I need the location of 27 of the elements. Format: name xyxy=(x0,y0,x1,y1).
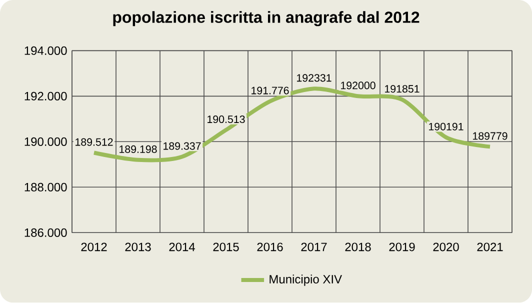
data-label: 190.513 xyxy=(208,116,245,124)
x-tick-label: 2020 xyxy=(433,242,459,252)
data-label: 191851 xyxy=(385,85,420,93)
y-tick-label: 186.000 xyxy=(24,228,67,238)
data-label: 189.512 xyxy=(76,138,113,146)
y-tick-label: 192.000 xyxy=(24,92,67,101)
data-label: 189.337 xyxy=(164,142,201,150)
data-label: 191.776 xyxy=(252,86,289,94)
x-tick-label: 2018 xyxy=(345,242,371,252)
legend-label: Municipio XIV xyxy=(270,274,342,286)
x-tick-label: 2014 xyxy=(169,242,195,252)
x-tick-label: 2013 xyxy=(125,242,151,252)
data-label: 192331 xyxy=(297,74,332,82)
y-tick-label: 188.000 xyxy=(24,183,67,192)
x-tick-label: 2012 xyxy=(81,242,107,252)
x-tick-label: 2016 xyxy=(257,242,283,252)
chart-title: popolazione iscritta in anagrafe dal 2012 xyxy=(113,11,420,26)
data-label: 189779 xyxy=(473,132,508,140)
x-tick-label: 2019 xyxy=(389,242,415,252)
data-label: 190191 xyxy=(429,123,464,131)
data-label: 189.198 xyxy=(120,146,157,154)
x-tick-label: 2017 xyxy=(301,242,327,252)
x-tick-label: 2015 xyxy=(213,242,239,252)
y-tick-label: 190.000 xyxy=(24,138,67,146)
x-tick-label: 2021 xyxy=(477,242,503,252)
data-label: 192000 xyxy=(341,82,376,90)
y-tick-label: 194.000 xyxy=(24,46,67,56)
